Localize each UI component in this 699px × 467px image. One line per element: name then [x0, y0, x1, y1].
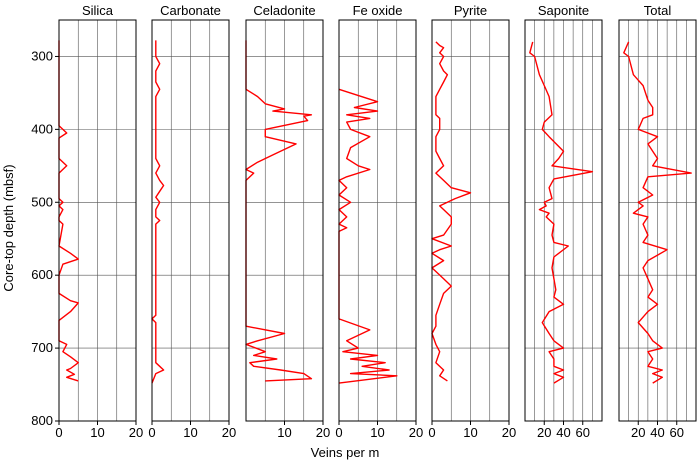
x-tick-label: 20 [631, 425, 645, 440]
y-tick-label: 300 [31, 48, 53, 63]
series-line [58, 40, 80, 382]
y-tick-label: 700 [31, 340, 53, 355]
x-tick-label: 40 [556, 425, 570, 440]
x-tick-label: 20 [129, 425, 143, 440]
series-line [529, 41, 594, 384]
panel-title: Saponite [538, 3, 589, 18]
panel-saponite: Saponite 20 40 60 [524, 3, 603, 440]
series-line [431, 41, 472, 382]
x-tick-label: 20 [409, 425, 423, 440]
x-tick-label: 10 [463, 425, 477, 440]
y-axis: 300 400 500 600 700 800 [31, 48, 59, 428]
x-tick-label: 20 [222, 425, 236, 440]
panel-title: Carbonate [160, 3, 221, 18]
panel-silica: Silica 0 10 20 [55, 3, 143, 440]
x-tick-label: 20 [502, 425, 516, 440]
panel-fe-oxide: Fe oxide 0 10 20 [335, 3, 423, 440]
panel-title: Silica [82, 3, 114, 18]
x-tick-label: 60 [670, 425, 684, 440]
y-tick-label: 500 [31, 194, 53, 209]
x-tick-label: 0 [148, 425, 155, 440]
panel-title: Pyrite [454, 3, 487, 18]
y-tick-label: 600 [31, 267, 53, 282]
series-line [245, 40, 313, 382]
series-line [623, 41, 692, 384]
x-tick-label: 20 [316, 425, 330, 440]
y-axis-label: Core-top depth (mbsf) [1, 164, 16, 291]
y-tick-label: 400 [31, 121, 53, 136]
x-axis-label: Veins per m [311, 445, 380, 460]
panel-total: Total 20 40 60 [618, 3, 697, 440]
x-tick-label: 10 [183, 425, 197, 440]
x-tick-label: 20 [537, 425, 551, 440]
panel-carbonate: Carbonate 0 10 20 [148, 3, 236, 440]
panel-title: Fe oxide [353, 3, 403, 18]
x-tick-label: 10 [370, 425, 384, 440]
x-tick-label: 40 [650, 425, 664, 440]
panel-title: Total [644, 3, 672, 18]
x-tick-label: 10 [90, 425, 104, 440]
panel-pyrite: Pyrite 0 10 20 [428, 3, 516, 440]
series-line [338, 88, 398, 384]
panel-title: Celadonite [253, 3, 315, 18]
x-tick-label: 0 [55, 425, 62, 440]
x-tick-label: 60 [576, 425, 590, 440]
series-line [151, 40, 165, 384]
y-tick-label: 800 [31, 413, 53, 428]
x-tick-label: 10 [277, 425, 291, 440]
x-tick-label: 0 [428, 425, 435, 440]
panel-celadonite: Celadonite 10 20 [245, 3, 330, 440]
x-tick-label: 0 [335, 425, 342, 440]
